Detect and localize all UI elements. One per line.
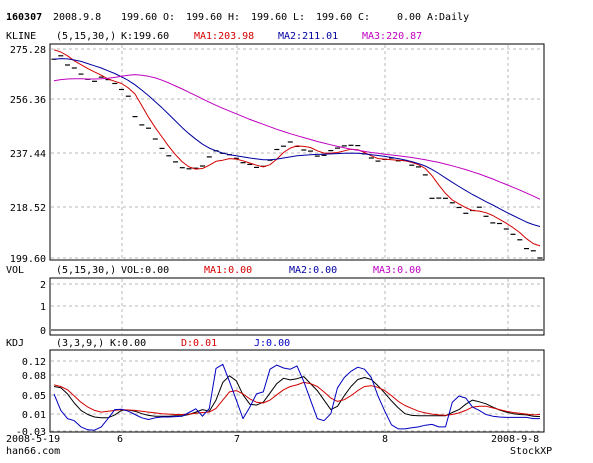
kdj-k-label: K:0.00	[110, 338, 146, 349]
vol-ma2-label: MA2:0.00	[289, 265, 337, 276]
kline-title: KLINE	[6, 31, 36, 42]
stock-code: 160307	[6, 12, 42, 23]
vol-current: VOL:0.00	[121, 265, 169, 276]
vol-ma1-label: MA1:0.00	[204, 265, 252, 276]
header-period: A:Daily	[427, 12, 469, 23]
kdj-ytick-label: 0.12	[22, 357, 46, 368]
kdj-params: (3,3,9,)	[56, 338, 104, 349]
kdj-ytick-label: 0.05	[22, 391, 46, 402]
ma1-line	[53, 49, 541, 247]
footer-site: han66.com	[6, 446, 60, 457]
vol-ytick-label: 0	[40, 326, 46, 337]
kline-ma2-label: MA2:211.01	[278, 31, 338, 42]
vol-params: (5,15,30,)	[56, 265, 116, 276]
vol-title: VOL	[6, 265, 24, 276]
kdj-title: KDJ	[6, 338, 24, 349]
kdj-j-label: J:0.00	[254, 338, 290, 349]
ma3-line	[53, 74, 541, 200]
vol-ytick-label: 1	[40, 302, 46, 313]
kdj-ytick-label: -0.03	[16, 427, 46, 438]
kline-current: K:199.60	[121, 31, 169, 42]
kdj-j-line	[53, 363, 540, 431]
grid-layer	[51, 45, 543, 432]
kline-ma3-label: MA3:220.87	[362, 31, 422, 42]
kline-ytick-label: 256.36	[10, 95, 46, 106]
footer-date-end: 2008-9-8	[491, 434, 539, 445]
kline-ytick-label: 199.60	[10, 254, 46, 265]
vol-ma3-label: MA3:0.00	[373, 265, 421, 276]
kline-ytick-label: 275.28	[10, 45, 46, 56]
plot-layer	[51, 49, 543, 431]
xtick-label: 8	[382, 434, 388, 445]
kdj-d-label: D:0.01	[181, 338, 217, 349]
header-open: 199.60	[121, 12, 157, 23]
vol-ytick-label: 2	[40, 280, 46, 291]
header-low-label: L:	[293, 12, 305, 23]
footer-date-start: 2008-5-19	[6, 434, 60, 445]
vol-panel-frame	[49, 277, 545, 336]
header-open-label: O:	[163, 12, 175, 23]
kdj-d-line	[53, 381, 541, 416]
kdj-ytick-label: 0.01	[22, 410, 46, 421]
header-high: 199.60	[186, 12, 222, 23]
kdj-panel-frame	[49, 349, 545, 433]
kdj-k-line	[53, 375, 541, 419]
header-change: 0.00	[397, 12, 421, 23]
xtick-label: 6	[117, 434, 123, 445]
kline-ytick-label: 237.44	[10, 149, 46, 160]
axis-ticks: 275.28 256.36 237.44 218.52 199.60 2 1 0 0.12 0.0…	[10, 45, 388, 445]
header-date: 2008.9.8	[53, 12, 101, 23]
header-close: 199.60	[316, 12, 352, 23]
header-low: 199.60	[251, 12, 287, 23]
header-close-label: C:	[358, 12, 370, 23]
xtick-label: 7	[234, 434, 240, 445]
kline-ma1-label: MA1:203.98	[194, 31, 254, 42]
kline-panel-frame	[49, 43, 545, 261]
kline-params: (5,15,30,)	[56, 31, 116, 42]
footer-brand: StockXP	[510, 446, 552, 457]
kline-ytick-label: 218.52	[10, 203, 46, 214]
kdj-ytick-label: 0.08	[22, 371, 46, 382]
ma2-line	[53, 58, 541, 227]
header-high-label: H:	[228, 12, 240, 23]
